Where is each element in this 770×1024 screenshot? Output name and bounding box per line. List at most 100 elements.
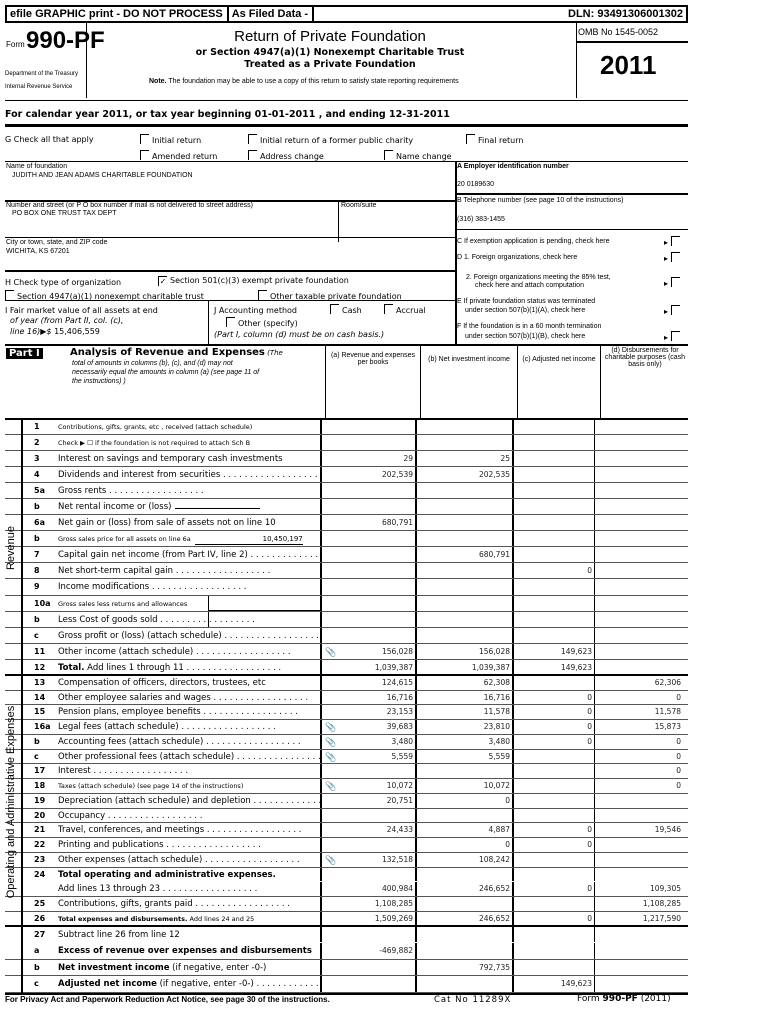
line-label: Net rental income or (loss): [58, 499, 320, 514]
cell-col-d: 1,217,590: [594, 911, 683, 925]
checkbox-501c3[interactable]: ✓ Section 501(c)(3) exempt private founda…: [158, 276, 349, 286]
cell-col-d: [594, 419, 683, 435]
checkbox-initial-return[interactable]: Initial return: [140, 134, 201, 145]
checkbox-initial-former-charity[interactable]: Initial return of a former public charit…: [248, 134, 413, 145]
cell-col-c: [512, 531, 594, 547]
line-label: Total. Add lines 1 through 11 . . . . . …: [58, 660, 320, 674]
line-label-text: Other expenses (attach schedule): [58, 854, 203, 865]
checkbox-name-change[interactable]: Name change: [384, 150, 452, 161]
line-number: 5a: [34, 486, 45, 496]
line-number: b: [34, 962, 40, 972]
checkbox-other-method[interactable]: Other (specify): [226, 317, 298, 328]
table-row: 22 Printing and publications . . . . . . …: [5, 838, 688, 853]
line-number: 4: [34, 470, 40, 480]
table-row: 18 Taxes (attach schedule) (see page 14 o…: [5, 779, 688, 794]
cell-col-b: [415, 897, 512, 911]
cell-value: 0: [587, 692, 592, 702]
attachment-icon[interactable]: 📎: [325, 782, 337, 792]
attachment-icon[interactable]: 📎: [325, 723, 337, 733]
line-label: Compensation of officers, directors, tru…: [58, 676, 320, 690]
cell-col-a: [320, 808, 415, 823]
part-desc-1: total of amounts in columns (b), (c), an…: [72, 360, 233, 367]
line-number: 1: [34, 422, 40, 431]
cell-col-d: 11,578: [594, 705, 683, 719]
cell-col-a: 680,791: [320, 515, 415, 531]
checkbox-f[interactable]: ▸: [664, 331, 683, 342]
table-row: a Excess of revenue over expenses and dis…: [5, 943, 688, 960]
cell-value: 0: [587, 736, 592, 746]
cell-col-a: 📎 39,683: [320, 720, 415, 734]
side-label-blank: [0, 927, 23, 993]
checkbox-accrual[interactable]: Accrual: [384, 304, 426, 315]
line-label: Accounting fees (attach schedule) . . . …: [58, 735, 320, 749]
line-number: 22: [34, 840, 46, 849]
cell-col-d: 0: [594, 690, 683, 705]
cell-col-c: [512, 897, 594, 911]
cell-value: 3,480: [488, 736, 510, 746]
checkbox-address-change[interactable]: Address change: [248, 150, 324, 161]
cell-col-c: [512, 467, 594, 483]
cell-col-b: 10,072: [415, 779, 512, 793]
checkbox-final-return[interactable]: Final return: [466, 134, 523, 145]
cell-col-b: 5,559: [415, 749, 512, 764]
cell-col-a: 📎 5,559: [320, 749, 415, 764]
cell-value: 10,072: [386, 781, 413, 790]
line-label-text: Gross rents: [58, 486, 107, 497]
line-label: Net short-term capital gain . . . . . . …: [58, 563, 320, 578]
checkbox-c[interactable]: ▸: [664, 236, 683, 247]
line-label: Printing and publications . . . . . . . …: [58, 838, 320, 852]
irs: Internal Revenue Service: [5, 84, 73, 90]
line-label: Net gain or (loss) from sale of assets n…: [58, 515, 320, 530]
f-label-1: F If the foundation is in a 60 month ter…: [457, 323, 602, 330]
cell-value: 400,984: [381, 884, 413, 894]
line-label: Depreciation (attach schedule) and deple…: [58, 794, 320, 808]
line-label: Net investment income (if negative, ente…: [58, 960, 320, 976]
form-subtitle-2: Treated as a Private Foundation: [244, 59, 416, 70]
checkbox-cash[interactable]: Cash: [330, 304, 362, 315]
line-number: 11: [34, 646, 46, 656]
line-number: 8: [34, 566, 40, 576]
cell-col-b: [415, 419, 512, 435]
cell-col-a: [320, 611, 415, 627]
line-label-bold: Total expenses and disbursements.: [58, 914, 188, 923]
attachment-icon[interactable]: 📎: [325, 647, 337, 658]
cell-col-c: 149,623: [512, 976, 594, 992]
c-label: C If exemption application is pending, c…: [457, 238, 610, 245]
i-label-1: I Fair market value of all assets at end: [5, 306, 158, 315]
cell-col-a: 124,615: [320, 675, 415, 690]
form-title: Return of Private Foundation: [234, 28, 426, 45]
cell-col-b: [415, 435, 512, 451]
attachment-icon[interactable]: 📎: [325, 737, 337, 748]
checkbox-4947[interactable]: Section 4947(a)(1) nonexempt charitable …: [5, 290, 204, 301]
cell-value: 680,791: [381, 518, 413, 528]
dot-leader: . . . . . . . . . . . . . . . . . .: [210, 692, 309, 703]
checkbox-d1[interactable]: ▸: [664, 252, 683, 263]
cell-col-d: 15,873: [594, 720, 683, 734]
table-row: 7 Capital gain net income (from Part IV, …: [5, 547, 688, 564]
line-label: Dividends and interest from securities .…: [58, 467, 320, 482]
line-label: Excess of revenue over expenses and disb…: [58, 943, 320, 959]
cell-col-a: [320, 959, 415, 975]
part-title: Analysis of Revenue and Expenses: [70, 347, 265, 358]
cell-col-b: [415, 627, 512, 643]
cell-col-b: 156,028: [415, 643, 512, 659]
checkbox-d2[interactable]: ▸: [664, 277, 683, 288]
cell-col-d: [594, 793, 683, 808]
checkbox-e[interactable]: ▸: [664, 305, 683, 316]
checkbox-amended-return[interactable]: Amended return: [140, 150, 217, 161]
cell-col-d: [594, 943, 683, 959]
attachment-icon[interactable]: 📎: [325, 855, 337, 866]
cell-value: 1,039,387: [471, 662, 510, 672]
cell-col-d: [594, 499, 683, 515]
cell-col-a: 1,039,387: [320, 659, 415, 674]
checkbox-other-taxable[interactable]: Other taxable private foundation: [258, 290, 402, 301]
attachment-icon[interactable]: 📎: [325, 752, 337, 763]
form-number: 990-PF: [26, 27, 105, 54]
cell-value: 5,559: [391, 751, 413, 761]
cell-col-a: 23,153: [320, 705, 415, 719]
cell-col-a: [320, 595, 415, 611]
g-label: G Check all that apply: [5, 135, 94, 144]
cell-col-a: [320, 483, 415, 499]
line-label: Interest . . . . . . . . . . . . . . . .…: [58, 764, 320, 778]
cell-col-b: [415, 764, 512, 778]
